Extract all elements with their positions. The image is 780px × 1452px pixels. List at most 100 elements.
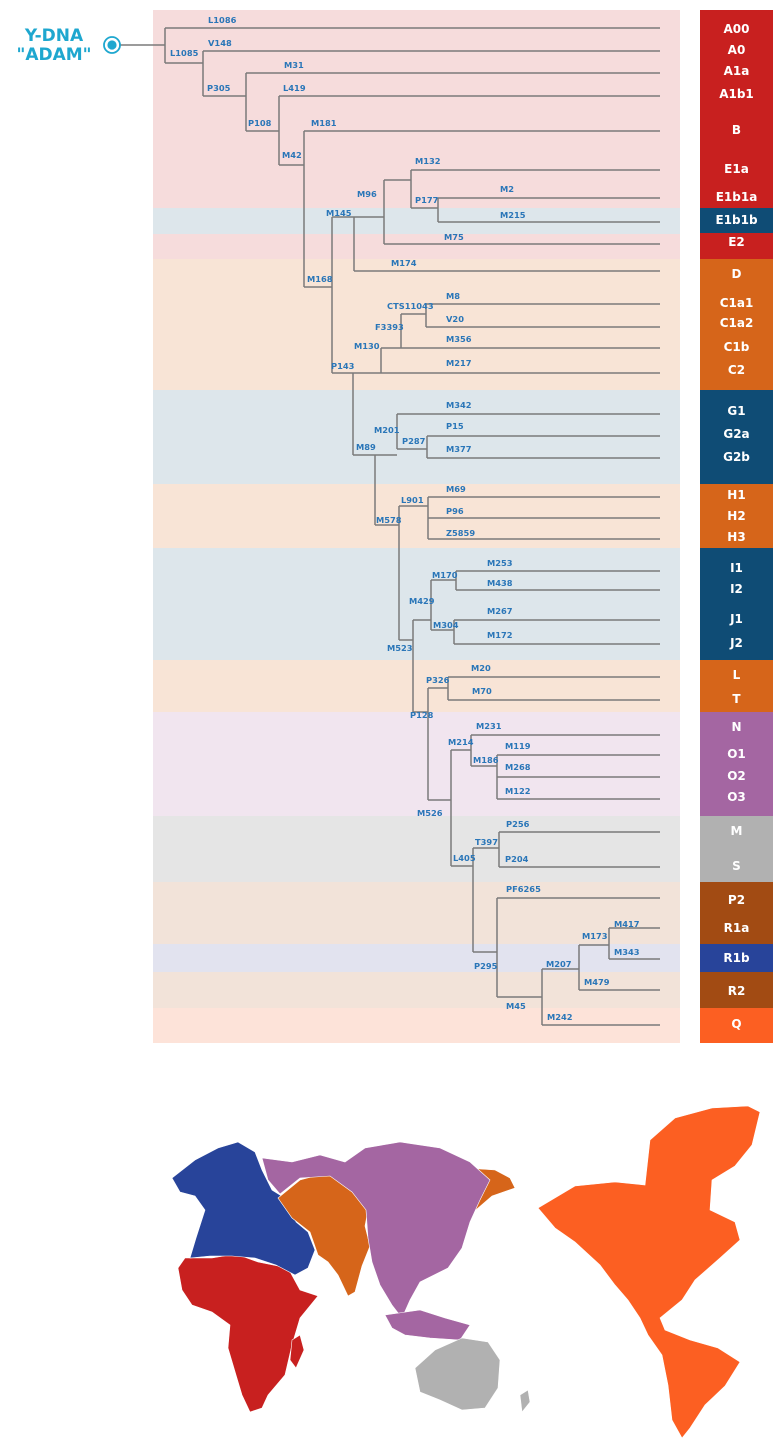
marker-label-m526: M526	[417, 808, 443, 818]
haplogroup-block-13	[700, 1008, 773, 1043]
marker-label-m122: M122	[505, 786, 531, 796]
marker-label-v20: V20	[446, 314, 464, 324]
marker-label-p128: P128	[410, 710, 434, 720]
background-band-2	[153, 234, 680, 259]
marker-label-m75: M75	[444, 232, 464, 242]
root-label: Y-DNA "ADAM"	[8, 27, 100, 65]
haplogroup-label-d: D	[731, 267, 742, 281]
background-band-3	[153, 259, 680, 390]
haplogroup-label-b: B	[731, 123, 742, 137]
marker-label-p305: P305	[207, 83, 231, 93]
marker-label-m70: M70	[472, 686, 492, 696]
marker-label-m201: M201	[374, 425, 400, 435]
marker-label-l1085: L1085	[170, 48, 199, 58]
marker-label-m253: M253	[487, 558, 513, 568]
haplogroup-block-11	[700, 944, 773, 972]
marker-label-p96: P96	[446, 506, 464, 516]
marker-label-m42: M42	[282, 150, 302, 160]
marker-label-m96: M96	[357, 189, 377, 199]
haplogroup-label-h1: H1	[727, 488, 746, 502]
haplogroup-label-r2: R2	[727, 984, 746, 998]
marker-label-m242: M242	[547, 1012, 573, 1022]
haplogroup-label-c1b: C1b	[723, 340, 750, 354]
haplogroup-label-h3: H3	[727, 530, 746, 544]
haplogroup-label-a1b1: A1b1	[719, 87, 754, 101]
haplogroup-block-10	[700, 882, 773, 944]
root-node-dot	[107, 40, 117, 50]
haplogroup-block-5	[700, 484, 773, 548]
map-region-madagascar	[289, 1334, 305, 1369]
marker-label-m267: M267	[487, 606, 513, 616]
marker-label-l901: L901	[401, 495, 424, 505]
haplogroup-label-i1: I1	[730, 561, 743, 575]
background-band-4	[153, 390, 680, 484]
marker-label-m215: M215	[500, 210, 526, 220]
marker-label-m89: M89	[356, 442, 376, 452]
haplogroup-label-o1: O1	[727, 747, 746, 761]
marker-label-t397: T397	[475, 837, 498, 847]
map-region-americas	[537, 1105, 761, 1439]
marker-label-m181: M181	[311, 118, 337, 128]
marker-label-pf6265: PF6265	[506, 884, 541, 894]
haplogroup-label-h2: H2	[727, 509, 746, 523]
haplogroup-label-i2: I2	[730, 582, 743, 596]
background-band-10	[153, 882, 680, 944]
haplogroup-block-0	[700, 10, 773, 208]
haplogroup-label-g2a: G2a	[723, 427, 750, 441]
marker-label-m132: M132	[415, 156, 441, 166]
root-label-line1: Y-DNA	[24, 26, 84, 46]
haplogroup-label-e2: E2	[728, 235, 745, 249]
marker-label-p177: P177	[415, 195, 439, 205]
haplogroup-label-r1b: R1b	[723, 951, 750, 965]
background-band-6	[153, 548, 680, 660]
marker-label-m217: M217	[446, 358, 472, 368]
marker-label-m304: M304	[433, 620, 459, 630]
marker-label-m417: M417	[614, 919, 640, 929]
haplogroup-label-e1b1b: E1b1b	[715, 213, 758, 227]
marker-label-m479: M479	[584, 977, 610, 987]
marker-label-m214: M214	[448, 737, 474, 747]
map-region-africa	[177, 1253, 319, 1413]
marker-label-p295: P295	[474, 961, 498, 971]
marker-label-m69: M69	[446, 484, 466, 494]
haplogroup-block-8	[700, 712, 773, 816]
haplogroup-label-s: S	[732, 859, 741, 873]
haplogroup-label-g2b: G2b	[723, 450, 750, 464]
background-band-5	[153, 484, 680, 548]
marker-label-f3393: F3393	[375, 322, 404, 332]
map-region-east-asia	[261, 1141, 491, 1319]
map-region-oceania	[414, 1337, 501, 1411]
haplogroup-label-e1b1a: E1b1a	[715, 190, 758, 204]
haplogroup-label-j2: J2	[730, 636, 743, 650]
haplogroup-block-2	[700, 233, 773, 259]
haplogroup-label-a00: A00	[723, 22, 750, 36]
haplogroup-label-n: N	[731, 720, 742, 734]
haplogroup-block-4	[700, 390, 773, 484]
marker-label-l419: L419	[283, 83, 306, 93]
root-label-line2: "ADAM"	[16, 45, 92, 65]
marker-label-m174: M174	[391, 258, 417, 268]
marker-label-m207: M207	[546, 959, 572, 969]
background-band-8	[153, 712, 680, 816]
haplogroup-block-1	[700, 208, 773, 233]
marker-label-m2: M2	[500, 184, 514, 194]
map-region-europe-west-asia	[171, 1141, 316, 1276]
background-band-7	[153, 660, 680, 712]
marker-label-cts11043: CTS11043	[387, 301, 434, 311]
haplogroup-label-a1a: A1a	[723, 64, 750, 78]
marker-label-m356: M356	[446, 334, 472, 344]
marker-label-m377: M377	[446, 444, 472, 454]
map-region-new-zealand	[519, 1389, 531, 1413]
haplogroup-label-l: L	[732, 668, 741, 682]
marker-label-m45: M45	[506, 1001, 526, 1011]
haplogroup-block-7	[700, 660, 773, 712]
marker-label-p108: P108	[248, 118, 272, 128]
marker-label-m268: M268	[505, 762, 531, 772]
marker-label-l1086: L1086	[208, 15, 237, 25]
background-band-9	[153, 816, 680, 882]
marker-label-p287: P287	[402, 436, 426, 446]
marker-label-m20: M20	[471, 663, 491, 673]
haplogroup-block-12	[700, 972, 773, 1008]
marker-label-l405: L405	[453, 853, 476, 863]
